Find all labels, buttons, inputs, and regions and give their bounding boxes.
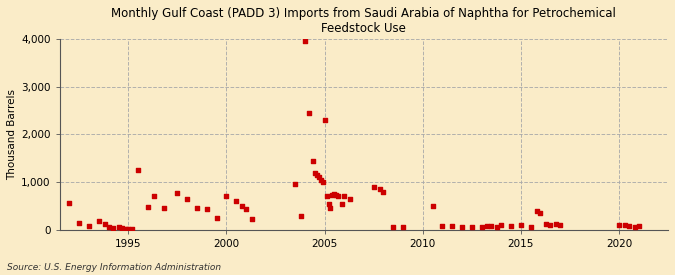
Point [466, 225, 477, 229]
Point [551, 222, 562, 226]
Point [300, 39, 310, 43]
Point [74, 221, 84, 225]
Point [231, 199, 242, 203]
Point [339, 194, 350, 199]
Point [182, 197, 192, 201]
Point [327, 193, 338, 197]
Point [311, 173, 322, 177]
Point [321, 194, 332, 199]
Point [476, 225, 487, 230]
Text: Source: U.S. Energy Information Administration: Source: U.S. Energy Information Administ… [7, 263, 221, 272]
Title: Monthly Gulf Coast (PADD 3) Imports from Saudi Arabia of Naphtha for Petrochemic: Monthly Gulf Coast (PADD 3) Imports from… [111, 7, 616, 35]
Point [620, 223, 630, 228]
Point [304, 111, 315, 115]
Point [633, 224, 644, 229]
Point [99, 222, 110, 226]
Point [309, 170, 320, 175]
Point [172, 190, 183, 195]
Point [113, 225, 124, 229]
Point [148, 194, 159, 199]
Point [516, 223, 526, 228]
Point [142, 205, 153, 209]
Point [333, 194, 344, 199]
Point [158, 206, 169, 210]
Point [84, 224, 95, 228]
Point [331, 193, 342, 197]
Point [486, 224, 497, 229]
Point [437, 224, 448, 228]
Point [614, 222, 624, 227]
Point [492, 225, 503, 229]
Point [241, 207, 252, 211]
Point [525, 225, 536, 230]
Point [127, 226, 138, 231]
Point [535, 211, 546, 215]
Point [427, 204, 438, 208]
Point [398, 225, 408, 230]
Point [64, 201, 75, 205]
Point [237, 204, 248, 208]
Point [323, 201, 334, 206]
Point [307, 158, 318, 163]
Point [117, 226, 128, 230]
Point [624, 224, 634, 228]
Point [345, 197, 356, 201]
Point [94, 219, 105, 223]
Point [337, 201, 348, 206]
Point [211, 216, 222, 220]
Point [629, 225, 640, 229]
Point [317, 180, 328, 184]
Point [374, 187, 385, 191]
Point [369, 185, 379, 189]
Point [496, 223, 507, 227]
Y-axis label: Thousand Barrels: Thousand Barrels [7, 89, 17, 180]
Point [541, 221, 551, 226]
Point [221, 194, 232, 199]
Point [192, 206, 202, 210]
Point [201, 207, 212, 211]
Point [555, 223, 566, 227]
Point [319, 118, 330, 122]
Point [103, 225, 114, 229]
Point [315, 177, 326, 182]
Point [388, 225, 399, 229]
Point [107, 226, 118, 230]
Point [456, 225, 467, 229]
Point [531, 208, 542, 213]
Point [246, 217, 257, 221]
Point [545, 222, 556, 227]
Point [123, 227, 134, 232]
Point [506, 224, 516, 228]
Point [296, 214, 306, 219]
Point [290, 182, 300, 187]
Point [447, 224, 458, 229]
Point [329, 191, 340, 196]
Point [378, 189, 389, 194]
Point [313, 175, 324, 180]
Point [121, 227, 132, 231]
Point [325, 206, 336, 210]
Point [133, 168, 144, 172]
Point [482, 224, 493, 228]
